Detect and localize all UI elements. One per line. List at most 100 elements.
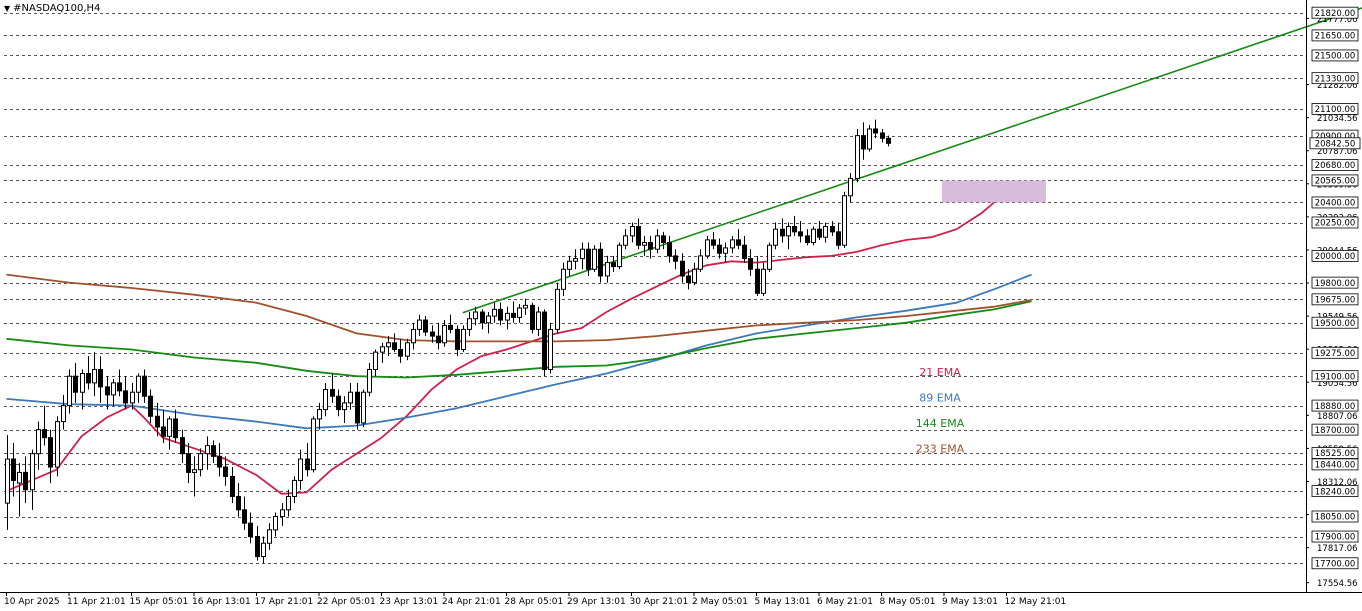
- candle: [317, 402, 322, 430]
- symbol-text: #NASDAQ100,H4: [13, 3, 101, 14]
- candle: [536, 306, 541, 337]
- candle-body: [442, 324, 447, 344]
- candle: [586, 242, 591, 276]
- price-level-box: [1311, 485, 1359, 498]
- candle-body: [786, 226, 791, 237]
- candle-body: [655, 235, 660, 250]
- candle-body: [817, 228, 822, 238]
- price-level-label: 20400.00: [1315, 199, 1356, 209]
- candle-body: [711, 239, 716, 246]
- time-label: 29 Apr 13:01: [567, 597, 626, 607]
- candle: [811, 226, 816, 246]
- candle-body: [517, 307, 522, 318]
- candle: [848, 173, 853, 203]
- candle-body: [848, 177, 853, 197]
- candle: [817, 221, 822, 240]
- price-minor-label: 19054.56: [1317, 379, 1358, 389]
- candle-body: [836, 231, 841, 246]
- candle: [42, 405, 47, 446]
- candle: [92, 352, 97, 397]
- price-level-box: [1311, 458, 1359, 471]
- candle-body: [42, 429, 47, 439]
- candle-body: [373, 351, 378, 370]
- price-level-label: 17700.00: [1315, 559, 1356, 569]
- candle-body: [705, 239, 710, 257]
- candle: [655, 229, 660, 254]
- candle: [886, 135, 891, 147]
- candle-body: [17, 471, 22, 484]
- price-level-label: 19800.00: [1315, 279, 1356, 289]
- candle-body: [561, 268, 566, 290]
- dropdown-triangle-icon[interactable]: ▼: [4, 4, 11, 13]
- candle: [855, 128, 860, 183]
- time-label: 24 Apr 21:01: [442, 597, 501, 607]
- candle-body: [505, 312, 510, 321]
- candle-body: [323, 389, 328, 411]
- candle-body: [167, 418, 172, 437]
- candle: [123, 376, 128, 410]
- time-label: 15 Apr 05:01: [130, 597, 189, 607]
- candle: [173, 409, 178, 443]
- candle-body: [555, 288, 560, 330]
- candles: [5, 119, 891, 564]
- candle-body: [355, 391, 360, 424]
- candle: [5, 434, 10, 530]
- candle: [98, 356, 103, 403]
- candle-body: [855, 135, 860, 179]
- candle: [373, 349, 378, 377]
- candle: [167, 416, 172, 450]
- candle-body: [598, 248, 603, 277]
- candle: [555, 282, 560, 334]
- candle: [48, 429, 53, 484]
- candle-body: [455, 328, 460, 350]
- candle: [698, 249, 703, 272]
- candle-body: [261, 542, 266, 558]
- price-level-label: 18880.00: [1315, 402, 1356, 412]
- ema-legend: 21 EMA 89 EMA 144 EMA 233 EMA: [916, 366, 965, 456]
- candle: [517, 304, 522, 323]
- candle: [80, 369, 85, 410]
- candle-body: [548, 328, 553, 370]
- candle-body: [311, 418, 316, 471]
- ema-legend-label: 89 EMA: [919, 392, 961, 405]
- candle: [355, 382, 360, 430]
- candle: [248, 512, 253, 544]
- time-label: 30 Apr 21:01: [630, 597, 689, 607]
- candle-body: [361, 391, 366, 424]
- candle-body: [173, 418, 178, 439]
- price-level-label: 19275.00: [1315, 349, 1356, 359]
- candle-body: [755, 268, 760, 294]
- price-level-box: [1311, 510, 1359, 523]
- candle: [661, 231, 666, 250]
- candle: [830, 221, 835, 236]
- candle-body: [342, 402, 347, 411]
- candle-body: [492, 308, 497, 317]
- price-level-label: 20900.00: [1315, 132, 1356, 142]
- candle-body: [523, 304, 528, 309]
- candle: [342, 396, 347, 423]
- candle: [792, 215, 797, 236]
- candle-body: [461, 328, 466, 350]
- time-label: 2 May 05:01: [692, 597, 748, 607]
- candle: [786, 222, 791, 250]
- candle-body: [717, 244, 722, 254]
- candle: [755, 255, 760, 296]
- price-level-box: [1311, 370, 1359, 383]
- candle: [455, 325, 460, 357]
- candle-body: [486, 315, 491, 324]
- candle-body: [730, 239, 735, 249]
- price-level-label: 20680.00: [1315, 161, 1356, 171]
- candle-body: [380, 346, 385, 353]
- candle-body: [98, 369, 103, 388]
- candle: [192, 456, 197, 497]
- price-level-label: 18440.00: [1315, 461, 1356, 471]
- candle: [448, 314, 453, 334]
- candle: [55, 416, 60, 477]
- candle-body: [605, 262, 610, 277]
- ema-legend-label: 233 EMA: [916, 443, 965, 456]
- current-price-box: [1309, 137, 1361, 150]
- candle: [292, 476, 297, 504]
- candle-body: [280, 509, 285, 517]
- trendline: [462, 7, 1362, 314]
